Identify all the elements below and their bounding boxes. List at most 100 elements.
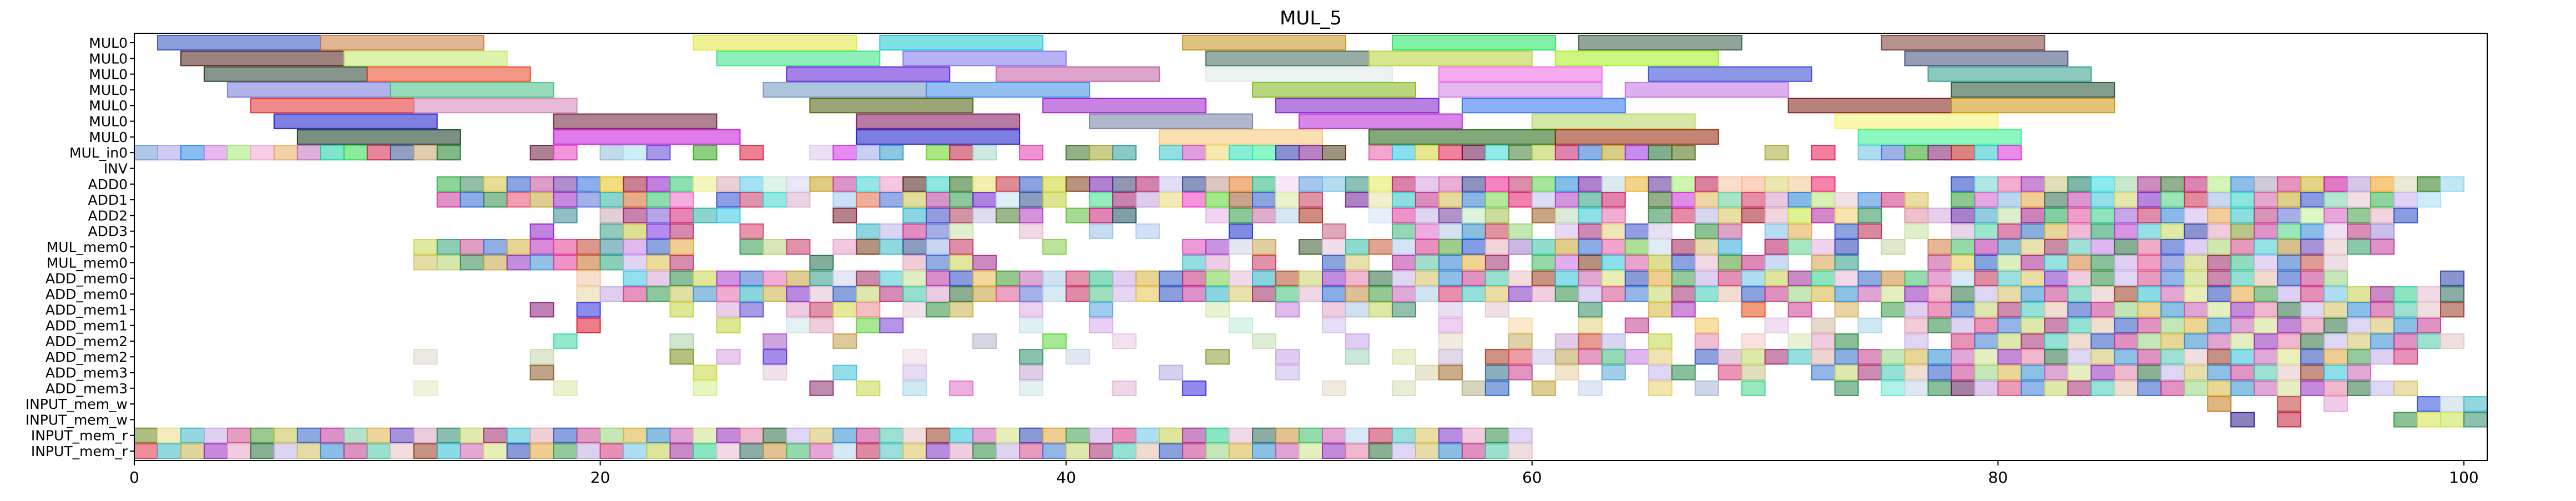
task-bar bbox=[1275, 192, 1300, 208]
task-bar bbox=[1042, 270, 1067, 286]
task-bar bbox=[1182, 286, 1207, 302]
task-bar bbox=[1252, 208, 1277, 224]
task-bar bbox=[1927, 270, 1952, 286]
task-bar bbox=[1089, 192, 1114, 208]
task-bar bbox=[1927, 239, 1952, 255]
task-bar bbox=[576, 192, 601, 208]
task-bar bbox=[2417, 286, 2442, 302]
task-bar bbox=[1415, 223, 1439, 239]
task-bar bbox=[1601, 239, 1626, 255]
task-bar bbox=[2207, 239, 2232, 255]
task-bar bbox=[156, 34, 321, 51]
task-bar bbox=[529, 176, 554, 192]
task-bar bbox=[1578, 145, 1603, 161]
task-bar bbox=[1205, 66, 1393, 82]
task-bar bbox=[2184, 208, 2209, 224]
task-bar bbox=[1438, 349, 1463, 365]
task-bar bbox=[2114, 286, 2139, 302]
task-bar bbox=[1811, 270, 1836, 286]
task-bar bbox=[1321, 443, 1346, 459]
task-bar bbox=[343, 145, 368, 161]
task-bar bbox=[2254, 365, 2279, 381]
task-bar bbox=[1508, 333, 1533, 349]
task-bar bbox=[926, 192, 951, 208]
task-bar bbox=[1671, 176, 1696, 192]
lane-row bbox=[413, 255, 2348, 271]
task-bar bbox=[1275, 443, 1300, 459]
task-bar bbox=[1718, 255, 1742, 271]
task-bar bbox=[1554, 223, 1579, 239]
task-bar bbox=[1648, 223, 1673, 239]
task-bar bbox=[529, 239, 554, 255]
task-bar bbox=[1321, 302, 1346, 318]
task-bar bbox=[1461, 239, 1486, 255]
task-bar bbox=[1508, 239, 1533, 255]
task-bar bbox=[1834, 349, 1859, 365]
task-bar bbox=[1112, 286, 1137, 302]
task-bar bbox=[693, 365, 718, 381]
task-bar bbox=[1089, 208, 1114, 224]
task-bar bbox=[902, 270, 927, 286]
task-bar bbox=[2417, 192, 2442, 208]
task-bar bbox=[2370, 208, 2395, 224]
lane-label: INPUT_mem_w bbox=[26, 412, 128, 428]
task-bar bbox=[1787, 270, 1812, 286]
task-bar bbox=[1997, 317, 2022, 333]
lane-row bbox=[180, 50, 2069, 67]
task-bar bbox=[693, 208, 718, 224]
task-bar bbox=[1391, 223, 1416, 239]
task-bar bbox=[1694, 255, 1719, 271]
task-bar bbox=[856, 286, 881, 302]
lane-label: MUL0 bbox=[89, 35, 128, 51]
task-bar bbox=[2090, 333, 2115, 349]
task-bar bbox=[809, 270, 834, 286]
task-bar bbox=[1112, 208, 1137, 224]
task-bar bbox=[529, 443, 554, 459]
task-bar bbox=[1205, 427, 1230, 443]
task-bar bbox=[180, 443, 205, 459]
task-bar bbox=[2207, 270, 2232, 286]
task-bar bbox=[226, 427, 251, 443]
task-bar bbox=[2347, 349, 2372, 365]
task-bar bbox=[693, 427, 718, 443]
task-bar bbox=[623, 427, 648, 443]
task-bar bbox=[2370, 192, 2395, 208]
task-bar bbox=[879, 176, 904, 192]
task-bar bbox=[949, 286, 974, 302]
task-bar bbox=[1997, 365, 2022, 381]
task-bar bbox=[1252, 286, 1277, 302]
task-bar bbox=[1484, 145, 1509, 161]
task-bar bbox=[972, 192, 997, 208]
task-bar bbox=[1834, 365, 1859, 381]
task-bar bbox=[1019, 286, 1044, 302]
task-bar bbox=[250, 98, 415, 114]
task-bar bbox=[2044, 255, 2069, 271]
task-bar bbox=[1974, 176, 1999, 192]
task-bar bbox=[1881, 365, 1906, 381]
task-bar bbox=[902, 176, 927, 192]
task-bar bbox=[343, 50, 508, 67]
task-bar bbox=[2137, 192, 2162, 208]
task-bar bbox=[1042, 286, 1067, 302]
task-bar bbox=[2090, 270, 2115, 286]
task-bar bbox=[2067, 192, 2092, 208]
task-bar bbox=[1811, 208, 1836, 224]
task-bar bbox=[2254, 176, 2279, 192]
lane-row bbox=[413, 380, 2418, 396]
task-bar bbox=[1531, 113, 1696, 129]
task-bar bbox=[2254, 239, 2279, 255]
task-bar bbox=[1834, 113, 1999, 129]
task-bar bbox=[1089, 427, 1114, 443]
task-bar bbox=[1252, 333, 1277, 349]
task-bar bbox=[1438, 145, 1463, 161]
task-bar bbox=[1299, 443, 1323, 459]
task-bar bbox=[1531, 255, 1556, 271]
lane-label: MUL0 bbox=[89, 129, 128, 145]
task-bar bbox=[2184, 192, 2209, 208]
task-bar bbox=[1811, 192, 1836, 208]
task-bar bbox=[1461, 380, 1486, 396]
task-bar bbox=[2114, 270, 2139, 286]
task-bar bbox=[1042, 98, 1207, 114]
task-bar bbox=[1904, 208, 1929, 224]
task-bar bbox=[226, 82, 391, 98]
